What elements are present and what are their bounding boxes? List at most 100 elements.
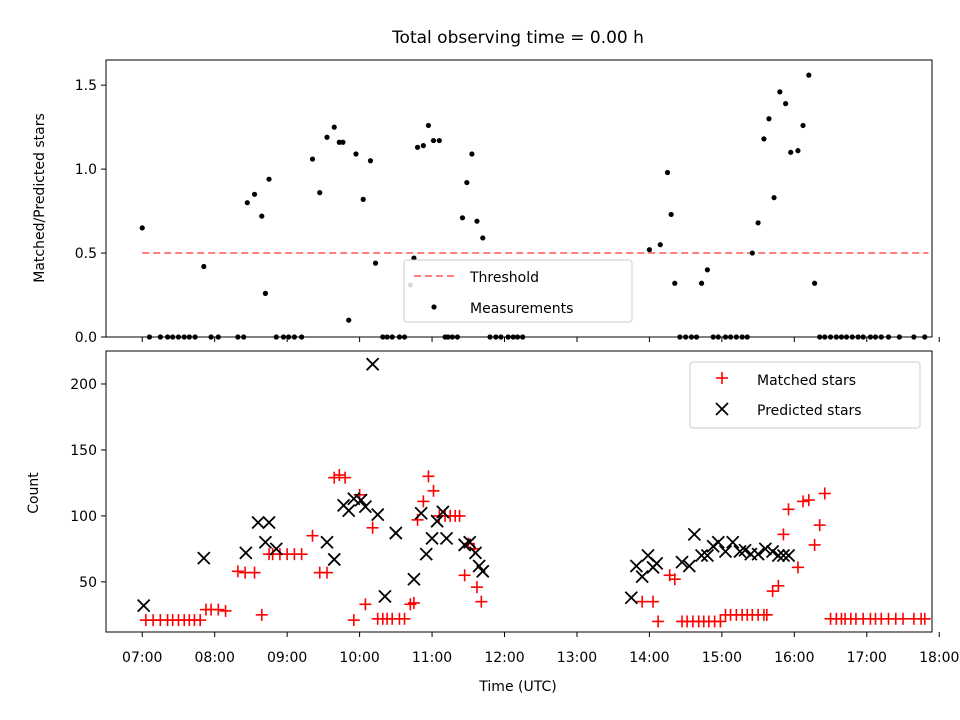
predicted-star-stroke: [687, 527, 701, 542]
matched-star-point: [333, 469, 346, 482]
measurement-point: [346, 317, 352, 323]
measurement-point: [414, 144, 421, 150]
measurement-point: [324, 134, 330, 140]
predicted-star-point: [407, 572, 421, 586]
predicted-star-stroke: [430, 514, 444, 528]
predicted-star-stroke: [258, 535, 273, 549]
measurement-point: [777, 89, 783, 95]
top-panel: Total observing time = 0.00 h 0.0 0.5 1.0 1…: [32, 28, 940, 346]
predicted-star-stroke: [718, 544, 733, 559]
predicted-star-point: [781, 548, 796, 563]
matched-star-point: [366, 521, 379, 534]
x-tick-label: 10:00: [339, 650, 379, 666]
legend-matched-swatch: [716, 372, 728, 384]
matched-star-point: [320, 566, 333, 579]
measurement-point: [795, 148, 801, 154]
predicted-star-point: [629, 559, 644, 573]
predicted-star-stroke: [358, 500, 373, 514]
matched-star-point: [470, 581, 483, 594]
measurement-point: [698, 280, 705, 286]
y-tick-label: 1.0: [75, 162, 97, 178]
matched-star-point: [813, 519, 826, 532]
predicted-star-point: [776, 548, 791, 563]
predicted-star-stroke: [425, 531, 439, 545]
measurement-point: [309, 156, 316, 162]
top-plot-area: [139, 72, 929, 340]
predicted-star-stroke: [137, 598, 151, 613]
measurement-point: [788, 149, 794, 155]
predicted-star-point: [694, 548, 709, 563]
predicted-star-point: [687, 527, 701, 542]
matched-star-point: [407, 596, 420, 609]
predicted-star-point: [366, 357, 380, 371]
measurement-point: [372, 260, 379, 266]
predicted-star-stroke: [726, 535, 740, 549]
measurement-point: [761, 136, 767, 142]
predicted-star-point: [751, 547, 765, 561]
predicted-star-stroke: [251, 515, 265, 530]
measurement-point: [783, 101, 789, 107]
measurement-point: [474, 218, 480, 224]
predicted-star-stroke: [468, 546, 483, 560]
predicted-star-point: [258, 535, 273, 549]
predicted-star-point: [262, 515, 276, 530]
matched-star-point: [453, 509, 466, 522]
predicted-star-stroke: [650, 556, 664, 571]
matched-star-point: [347, 614, 360, 627]
top-legend-box: [403, 259, 633, 323]
measurement-point: [704, 267, 710, 273]
matched-star-point: [417, 495, 430, 508]
bottom-legend-box: [689, 361, 921, 429]
matched-star-point: [777, 528, 790, 541]
predicted-star-stroke: [675, 555, 689, 569]
measurement-point: [812, 280, 818, 286]
predicted-star-stroke: [700, 548, 715, 563]
matched-star-point: [231, 565, 244, 578]
top-legend: Threshold Measurements: [403, 259, 633, 323]
measurement-point: [469, 151, 475, 157]
measurement-point: [139, 225, 145, 231]
predicted-star-point: [718, 544, 733, 559]
predicted-star-stroke: [629, 559, 644, 573]
predicted-star-stroke: [419, 547, 433, 561]
y-tick-label: 200: [70, 377, 97, 393]
x-axis-label: Time (UTC): [478, 679, 556, 695]
legend-predicted-label: Predicted stars: [757, 403, 862, 419]
measurement-point: [317, 190, 323, 196]
predicted-star-point: [682, 559, 696, 573]
measurement-point: [266, 176, 272, 182]
measurement-point: [464, 179, 470, 186]
top-y-axis: 0.0 0.5 1.0 1.5: [75, 78, 106, 346]
predicted-star-point: [419, 547, 433, 561]
bottom-panel: 50 100 150 200 07:00 08:00 09:00 10:00 11:00 12:…: [26, 350, 959, 695]
predicted-star-point: [269, 542, 283, 556]
predicted-star-stroke: [751, 547, 765, 561]
matched-star-point: [359, 598, 372, 611]
matched-star-point: [918, 612, 931, 625]
matched-star-point: [475, 595, 488, 608]
measurement-point: [664, 169, 671, 176]
y-tick-label: 0.5: [75, 246, 97, 262]
predicted-star-point: [342, 503, 356, 518]
predicted-star-stroke: [758, 542, 772, 556]
predicted-star-stroke: [476, 564, 490, 578]
bottom-y-axis-label: Count: [26, 472, 42, 514]
measurement-point: [766, 116, 772, 122]
predicted-star-stroke: [366, 357, 380, 371]
predicted-star-stroke: [378, 589, 392, 604]
matched-star-point: [897, 612, 910, 625]
predicted-star-point: [425, 531, 439, 545]
measurement-point: [755, 220, 761, 226]
predicted-star-point: [430, 514, 444, 528]
predicted-star-stroke: [347, 492, 361, 506]
predicted-star-point: [439, 531, 454, 545]
measurement-point: [360, 196, 366, 202]
predicted-star-stroke: [472, 559, 486, 573]
matched-star-point: [782, 503, 795, 516]
predicted-star-point: [414, 506, 428, 520]
bottom-plot-area: [137, 357, 931, 628]
measurement-point: [340, 139, 346, 145]
measurement-point: [657, 242, 663, 248]
measurement-point: [201, 263, 207, 270]
